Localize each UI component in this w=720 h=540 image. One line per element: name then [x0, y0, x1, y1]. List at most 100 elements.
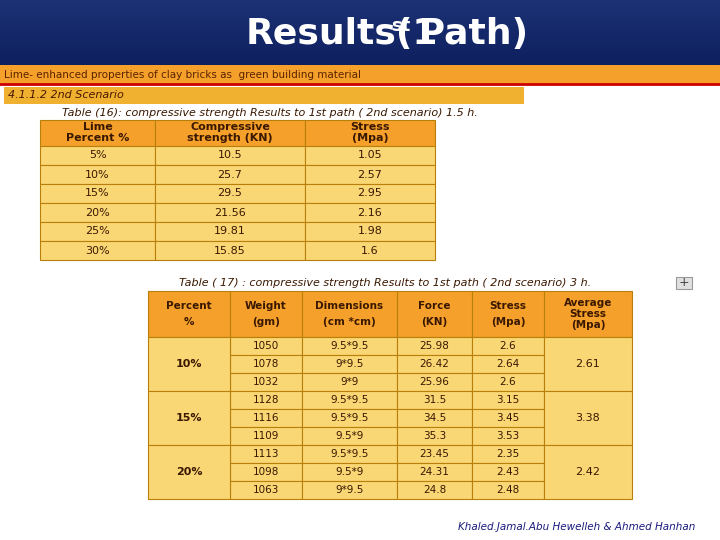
Text: 1128: 1128	[253, 395, 279, 405]
Bar	[0, 47, 720, 48]
Bar	[40, 203, 155, 222]
Text: 34.5: 34.5	[423, 413, 446, 423]
Text: 23.45: 23.45	[420, 449, 449, 459]
Text: 15%: 15%	[85, 188, 110, 199]
Bar	[0, 22, 720, 23]
Bar	[0, 5, 720, 6]
Bar	[148, 337, 230, 391]
Bar	[0, 3, 720, 4]
Bar	[544, 445, 632, 499]
Bar	[0, 33, 720, 34]
Bar	[397, 291, 472, 337]
Bar	[305, 120, 435, 146]
Text: 2.64: 2.64	[496, 359, 520, 369]
Text: 2.42: 2.42	[575, 467, 600, 477]
Text: Dimensions: Dimensions	[315, 301, 384, 312]
Text: 29.5: 29.5	[217, 188, 243, 199]
Bar	[230, 463, 302, 481]
Bar	[472, 481, 544, 499]
Text: (Mpa): (Mpa)	[351, 133, 388, 143]
Text: 2.61: 2.61	[575, 359, 600, 369]
Bar	[0, 42, 720, 43]
Text: 2.48: 2.48	[496, 485, 520, 495]
Bar	[472, 373, 544, 391]
Text: 1098: 1098	[253, 467, 279, 477]
Bar	[302, 291, 397, 337]
Text: Average: Average	[564, 298, 612, 307]
Text: 9.5*9.5: 9.5*9.5	[330, 413, 369, 423]
Bar	[397, 481, 472, 499]
Bar	[472, 463, 544, 481]
Text: +: +	[679, 276, 689, 289]
Text: 25.98: 25.98	[420, 341, 449, 351]
Bar	[305, 222, 435, 241]
Bar	[0, 38, 720, 39]
Text: 9.5*9.5: 9.5*9.5	[330, 341, 369, 351]
Text: Stress: Stress	[570, 309, 606, 319]
Bar	[0, 7, 720, 8]
Text: 10.5: 10.5	[217, 151, 243, 160]
Bar	[40, 184, 155, 203]
Text: Stress: Stress	[350, 122, 390, 132]
Bar	[0, 14, 720, 15]
Bar	[0, 59, 720, 60]
Bar	[302, 373, 397, 391]
Text: 4.1.1.2 2nd Scenario: 4.1.1.2 2nd Scenario	[8, 91, 124, 100]
Bar	[0, 49, 720, 50]
Text: 9*9.5: 9*9.5	[336, 485, 364, 495]
Bar	[0, 40, 720, 41]
Bar	[0, 48, 720, 49]
Bar	[0, 1, 720, 2]
Bar	[0, 61, 720, 62]
Bar	[0, 62, 720, 63]
Text: 1078: 1078	[253, 359, 279, 369]
Bar	[302, 391, 397, 409]
Text: 15%: 15%	[176, 413, 202, 423]
Bar	[305, 184, 435, 203]
Text: Weight: Weight	[245, 301, 287, 312]
Text: Khaled.Jamal.Abu Hewelleh & Ahmed Hanhan: Khaled.Jamal.Abu Hewelleh & Ahmed Hanhan	[458, 522, 695, 532]
Text: 2.6: 2.6	[500, 341, 516, 351]
Bar	[676, 277, 692, 289]
Bar	[0, 52, 720, 53]
Text: 10%: 10%	[176, 359, 202, 369]
Bar	[155, 241, 305, 260]
Bar	[302, 463, 397, 481]
Text: Path): Path)	[406, 17, 528, 51]
Bar	[302, 445, 397, 463]
Bar	[230, 291, 302, 337]
Bar	[472, 337, 544, 355]
Bar	[0, 26, 720, 27]
Text: 1113: 1113	[253, 449, 279, 459]
Text: Percent: Percent	[166, 301, 212, 312]
Text: 1063: 1063	[253, 485, 279, 495]
Text: 15.85: 15.85	[214, 246, 246, 255]
Bar	[302, 337, 397, 355]
Text: Force: Force	[418, 301, 451, 312]
Bar	[305, 203, 435, 222]
Bar	[0, 35, 720, 36]
Bar	[0, 18, 720, 19]
Text: 10%: 10%	[85, 170, 110, 179]
Bar	[472, 355, 544, 373]
Text: 3.15: 3.15	[496, 395, 520, 405]
Bar	[0, 27, 720, 28]
Bar	[0, 64, 720, 65]
Bar	[0, 32, 720, 33]
Bar	[230, 373, 302, 391]
Text: 30%: 30%	[85, 246, 110, 255]
Text: 24.8: 24.8	[423, 485, 446, 495]
Bar	[0, 28, 720, 29]
Bar	[0, 51, 720, 52]
Bar	[0, 46, 720, 47]
Bar	[0, 10, 720, 11]
Bar	[0, 24, 720, 25]
Text: 2.35: 2.35	[496, 449, 520, 459]
Bar	[0, 39, 720, 40]
Text: 1109: 1109	[253, 431, 279, 441]
Text: (Mpa): (Mpa)	[571, 321, 606, 330]
Bar	[305, 146, 435, 165]
Bar	[302, 427, 397, 445]
Bar	[40, 222, 155, 241]
Bar	[230, 355, 302, 373]
